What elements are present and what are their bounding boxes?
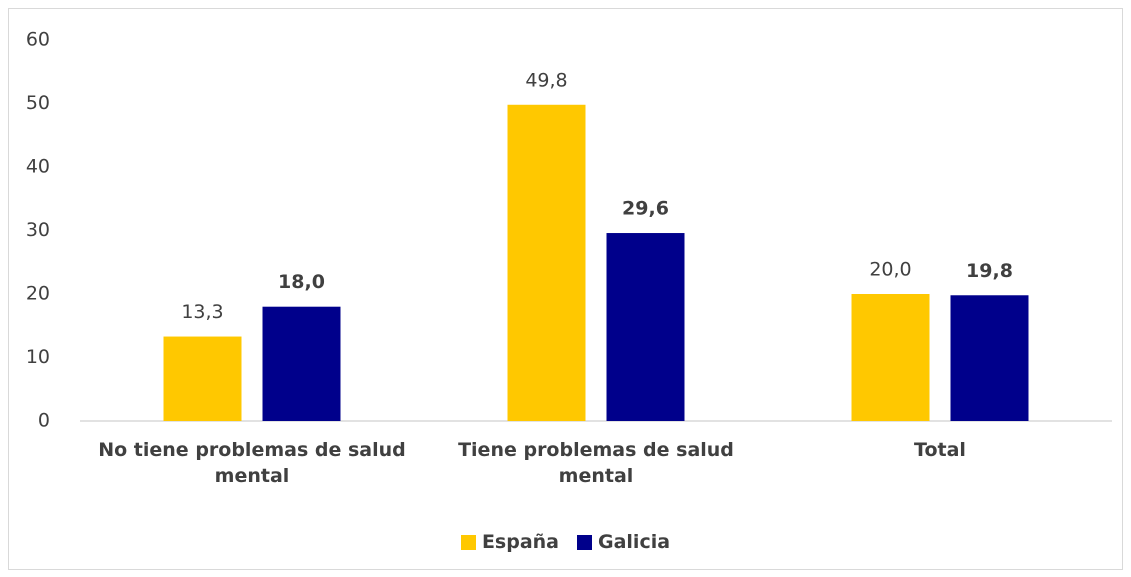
y-tick-label: 60 xyxy=(26,29,50,51)
data-label: 18,0 xyxy=(278,271,325,293)
chart-border xyxy=(8,8,1123,570)
bar xyxy=(606,233,685,421)
legend-swatch xyxy=(577,534,592,550)
legend-item: España xyxy=(460,531,559,553)
x-tick-label: No tiene problemas de salud mental xyxy=(98,439,406,487)
bar xyxy=(163,336,242,421)
data-label: 20,0 xyxy=(869,259,911,281)
data-label: 19,8 xyxy=(966,260,1013,282)
y-tick-label: 0 xyxy=(38,410,50,432)
data-label: 49,8 xyxy=(525,69,567,91)
legend-item: Galicia xyxy=(577,531,670,553)
y-tick-label: 50 xyxy=(26,92,50,114)
x-tick-label: Tiene problemas de salud mental xyxy=(458,439,734,487)
bar xyxy=(262,306,341,421)
legend: España Galicia xyxy=(0,531,1131,553)
legend-swatch xyxy=(460,534,476,550)
y-tick-label: 10 xyxy=(26,346,50,368)
legend-label: Galicia xyxy=(598,531,671,553)
y-tick-label: 40 xyxy=(26,156,50,178)
data-label: 13,3 xyxy=(181,301,223,323)
x-tick-label: Total xyxy=(914,439,966,461)
legend-label: España xyxy=(481,531,559,553)
bar xyxy=(950,295,1029,421)
y-tick-label: 20 xyxy=(26,283,50,305)
bar xyxy=(851,294,930,421)
bar xyxy=(507,104,586,422)
data-label: 29,6 xyxy=(622,198,669,220)
y-tick-label: 30 xyxy=(26,219,50,241)
